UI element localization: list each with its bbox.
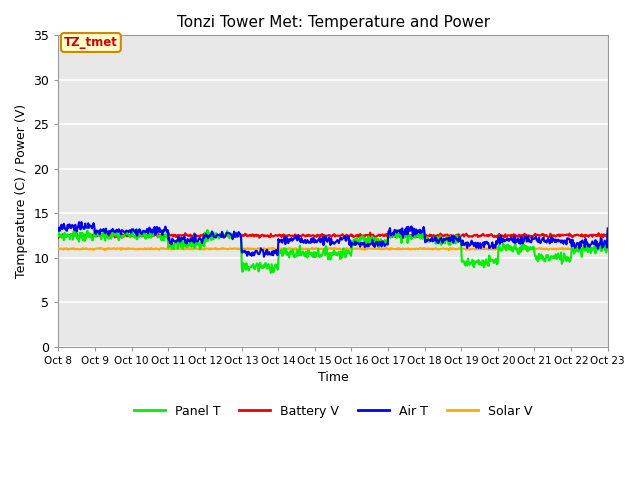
Legend: Panel T, Battery V, Air T, Solar V: Panel T, Battery V, Air T, Solar V: [129, 400, 538, 423]
Y-axis label: Temperature (C) / Power (V): Temperature (C) / Power (V): [15, 104, 28, 278]
Text: TZ_tmet: TZ_tmet: [64, 36, 118, 49]
Title: Tonzi Tower Met: Temperature and Power: Tonzi Tower Met: Temperature and Power: [177, 15, 490, 30]
X-axis label: Time: Time: [317, 372, 348, 384]
